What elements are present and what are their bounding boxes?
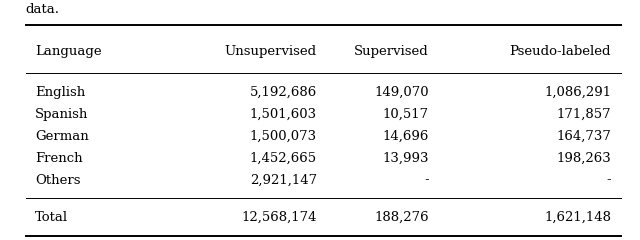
Text: English: English	[35, 86, 86, 99]
Text: 12,568,174: 12,568,174	[241, 211, 317, 224]
Text: French: French	[35, 152, 83, 165]
Text: Unsupervised: Unsupervised	[225, 45, 317, 58]
Text: 1,621,148: 1,621,148	[544, 211, 611, 224]
Text: 5,192,686: 5,192,686	[250, 86, 317, 99]
Text: German: German	[35, 130, 89, 143]
Text: 1,500,073: 1,500,073	[250, 130, 317, 143]
Text: 171,857: 171,857	[557, 108, 611, 121]
Text: 188,276: 188,276	[374, 211, 429, 224]
Text: Total: Total	[35, 211, 68, 224]
Text: 149,070: 149,070	[374, 86, 429, 99]
Text: 1,452,665: 1,452,665	[250, 152, 317, 165]
Text: 198,263: 198,263	[556, 152, 611, 165]
Text: Spanish: Spanish	[35, 108, 88, 121]
Text: Others: Others	[35, 174, 81, 186]
Text: 14,696: 14,696	[383, 130, 429, 143]
Text: -: -	[607, 174, 611, 186]
Text: Supervised: Supervised	[354, 45, 429, 58]
Text: Pseudo-labeled: Pseudo-labeled	[509, 45, 611, 58]
Text: 1,086,291: 1,086,291	[544, 86, 611, 99]
Text: 2,921,147: 2,921,147	[250, 174, 317, 186]
Text: -: -	[424, 174, 429, 186]
Text: 10,517: 10,517	[383, 108, 429, 121]
Text: 1,501,603: 1,501,603	[250, 108, 317, 121]
Text: 164,737: 164,737	[556, 130, 611, 143]
Text: data.: data.	[26, 3, 60, 16]
Text: 13,993: 13,993	[382, 152, 429, 165]
Text: Language: Language	[35, 45, 102, 58]
